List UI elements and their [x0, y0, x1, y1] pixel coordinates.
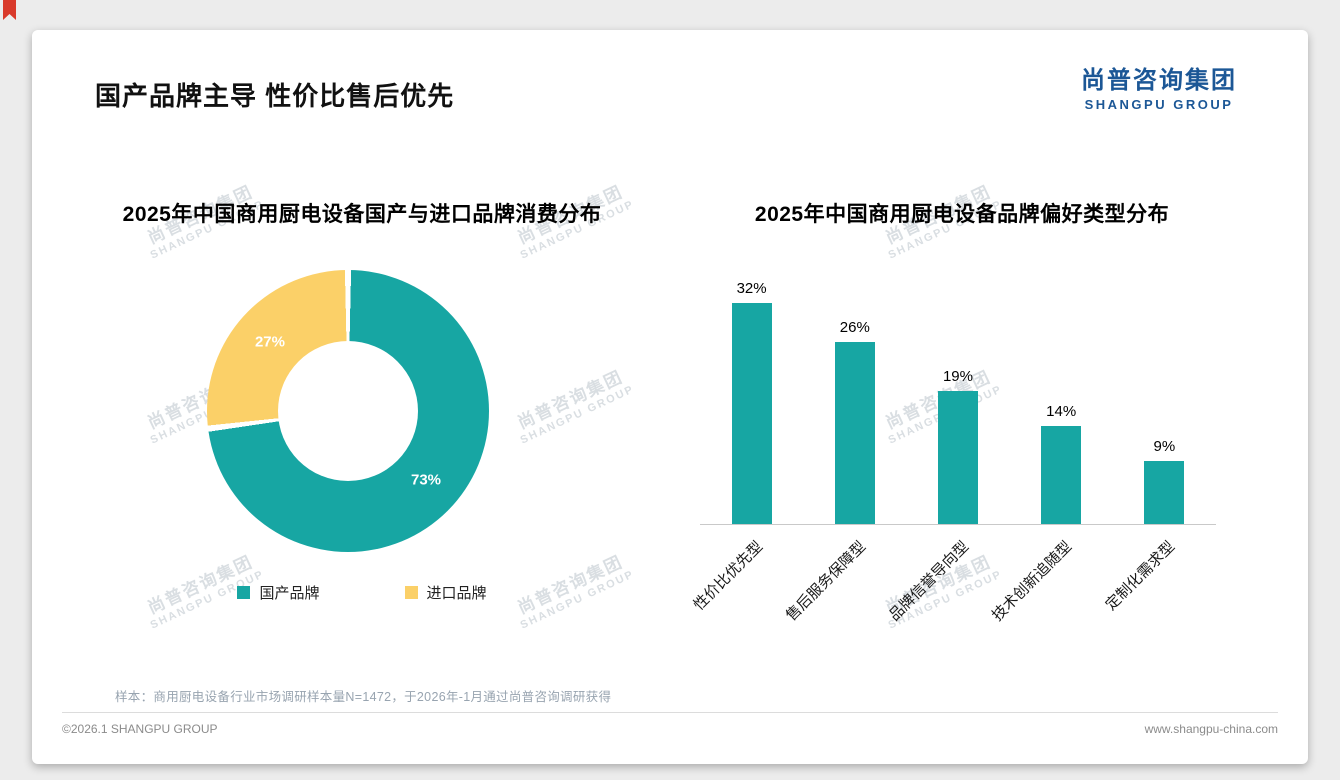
- donut-slice-label: 73%: [410, 471, 442, 489]
- bar-value-label: 19%: [942, 368, 973, 385]
- legend-label: 国产品牌: [259, 585, 320, 602]
- donut-slice-label: 27%: [254, 333, 285, 351]
- bar-value-label: 14%: [1046, 403, 1077, 420]
- bar-chart-title: 2025年中国商用厨电设备品牌偏好类型分布: [754, 203, 1170, 226]
- donut-legend: 国产品牌 进口品牌: [52, 582, 672, 603]
- company-logo: 尚普咨询集团 SHANGPU GROUP: [1081, 60, 1237, 112]
- bar: [731, 303, 772, 524]
- legend-item: 进口品牌: [404, 582, 487, 603]
- bar-category-label: 技术创新追随型: [989, 538, 1076, 625]
- logo-chinese-text: 尚普咨询集团: [1081, 67, 1237, 94]
- donut-chart: 73% 27%: [207, 270, 489, 552]
- legend-swatch: [404, 586, 418, 599]
- website-text: www.shangpu-china.com: [1144, 722, 1278, 736]
- donut-chart-title: 2025年中国商用厨电设备国产与进口品牌消费分布: [122, 203, 602, 226]
- bar-column: 26% 售后服务保障型: [783, 280, 906, 624]
- bar-category-label: 品牌信誉导向型: [885, 538, 973, 625]
- legend-item: 国产品牌: [237, 582, 320, 603]
- bar-column: 14% 技术创新追随型: [989, 280, 1113, 624]
- page-title: 国产品牌主导 性价比售后优先: [95, 81, 455, 111]
- bar-column: 32% 性价比优先型: [690, 280, 803, 614]
- bar: [834, 342, 875, 524]
- bar-chart: 32% 性价比优先型 26% 售后服务保障型 19% 品牌信誉导向型 14% 技术创新追随型 9…: [690, 280, 1216, 624]
- legend-swatch: [237, 586, 251, 599]
- copyright-text: ©2026.1 SHANGPU GROUP: [62, 722, 218, 736]
- bar-value-label: 26%: [839, 319, 870, 336]
- sample-note: 样本：商用厨电设备行业市场调研样本量N=1472，于2026年-1月通过尚普咨询…: [115, 690, 612, 704]
- slide-card: 尚普咨询集团 SHANGPU GROUP 尚普咨询集团 SHANGPU GROUP 尚普…: [32, 30, 1308, 764]
- bar: [1144, 461, 1185, 524]
- bar-column: 9% 定制化需求型: [1103, 280, 1216, 614]
- slide-content: 国产品牌主导 性价比售后优先 尚普咨询集团 SHANGPU GROUP 2025…: [32, 30, 1308, 764]
- bar-column: 19% 品牌信誉导向型: [886, 280, 1009, 624]
- bar-category-label: 定制化需求型: [1102, 538, 1179, 614]
- bar-category-label: 售后服务保障型: [782, 538, 869, 625]
- bar-value-label: 9%: [1153, 438, 1176, 455]
- logo-english-text: SHANGPU GROUP: [1084, 97, 1234, 112]
- bar: [1041, 426, 1082, 524]
- donut-hole: [278, 341, 418, 481]
- corner-ribbon: [3, 0, 16, 20]
- slide-footer: ©2026.1 SHANGPU GROUP www.shangpu-china.…: [62, 712, 1278, 736]
- bar: [937, 391, 978, 524]
- legend-label: 进口品牌: [426, 585, 487, 602]
- bar-category-label: 性价比优先型: [690, 538, 766, 614]
- bar-value-label: 32%: [736, 280, 767, 297]
